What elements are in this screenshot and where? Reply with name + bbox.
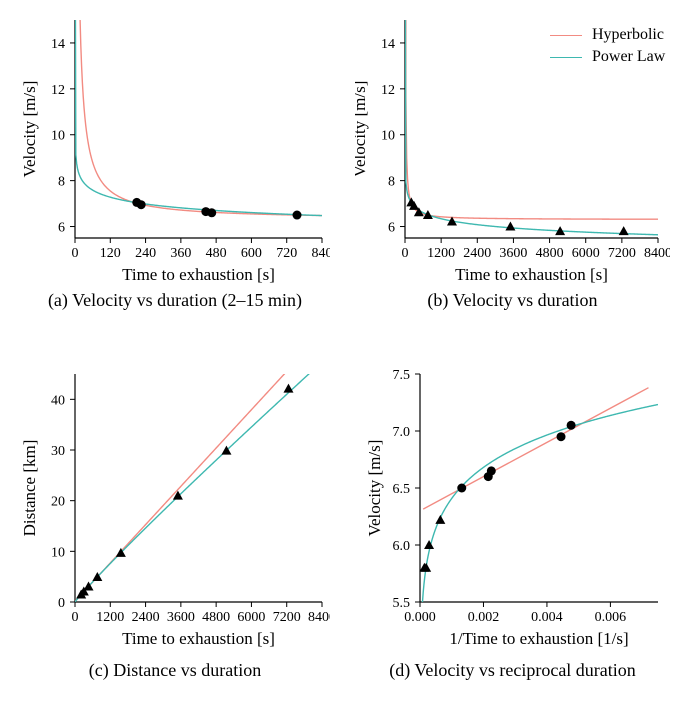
panel-c: 0 1200 2400 3600 4800 6000 7200 8400 0 10 20 30 40 Ti… bbox=[20, 360, 330, 680]
svg-text:8400: 8400 bbox=[308, 610, 330, 625]
svg-text:14: 14 bbox=[51, 37, 65, 52]
svg-text:Velocity [m/s]: Velocity [m/s] bbox=[20, 81, 39, 178]
svg-text:0: 0 bbox=[58, 596, 65, 611]
svg-text:480: 480 bbox=[206, 246, 227, 261]
svg-text:10: 10 bbox=[381, 129, 395, 144]
svg-text:120: 120 bbox=[100, 246, 121, 261]
svg-text:6000: 6000 bbox=[237, 610, 265, 625]
svg-text:0.004: 0.004 bbox=[531, 610, 563, 625]
svg-text:8: 8 bbox=[388, 175, 395, 190]
svg-text:0.000: 0.000 bbox=[404, 610, 436, 625]
svg-text:6.0: 6.0 bbox=[393, 539, 411, 554]
svg-text:0: 0 bbox=[72, 246, 79, 261]
svg-text:Velocity [m/s]: Velocity [m/s] bbox=[365, 440, 384, 537]
svg-text:360: 360 bbox=[170, 246, 191, 261]
svg-text:3600: 3600 bbox=[499, 246, 527, 261]
plot-c: 0 1200 2400 3600 4800 6000 7200 8400 0 10 20 30 40 Ti… bbox=[20, 360, 330, 680]
svg-text:600: 600 bbox=[241, 246, 262, 261]
svg-text:3600: 3600 bbox=[167, 610, 195, 625]
caption-b: (b) Velocity vs duration bbox=[355, 290, 670, 311]
svg-text:Time to exhaustion [s]: Time to exhaustion [s] bbox=[455, 265, 608, 284]
svg-text:7.5: 7.5 bbox=[393, 368, 411, 383]
svg-text:2400: 2400 bbox=[132, 610, 160, 625]
svg-text:20: 20 bbox=[51, 495, 65, 510]
svg-text:40: 40 bbox=[51, 393, 65, 408]
panel-b: 0 1200 2400 3600 4800 6000 7200 8400 6 8 10 12 14 Tim… bbox=[355, 10, 670, 310]
svg-text:10: 10 bbox=[51, 545, 65, 560]
svg-text:Distance [km]: Distance [km] bbox=[20, 440, 39, 537]
svg-text:4800: 4800 bbox=[202, 610, 230, 625]
caption-c: (c) Distance vs duration bbox=[20, 660, 330, 681]
svg-text:6: 6 bbox=[388, 221, 395, 236]
panel-d: 0.000 0.002 0.004 0.006 5.5 6.0 6.5 7.0 7.5 1/Tim… bbox=[355, 360, 670, 680]
svg-text:2400: 2400 bbox=[463, 246, 491, 261]
figure: HyperbolicPower Law 01202403604806007208… bbox=[0, 0, 685, 702]
panel-a: 0 120 240 360 480 600 720 840 6 8 10 12 14 Time to ex… bbox=[20, 10, 330, 310]
svg-text:1200: 1200 bbox=[427, 246, 455, 261]
svg-text:6.5: 6.5 bbox=[393, 482, 411, 497]
svg-text:8: 8 bbox=[58, 175, 65, 190]
svg-text:Time to exhaustion [s]: Time to exhaustion [s] bbox=[122, 265, 275, 284]
caption-d: (d) Velocity vs reciprocal duration bbox=[355, 660, 670, 681]
plot-b: 0 1200 2400 3600 4800 6000 7200 8400 6 8 10 12 14 Tim… bbox=[355, 10, 670, 310]
svg-text:12: 12 bbox=[381, 83, 395, 98]
svg-text:0.006: 0.006 bbox=[595, 610, 627, 625]
svg-text:0: 0 bbox=[402, 246, 409, 261]
svg-text:7200: 7200 bbox=[273, 610, 301, 625]
plot-d: 0.000 0.002 0.004 0.006 5.5 6.0 6.5 7.0 7.5 1/Tim… bbox=[355, 360, 670, 680]
svg-text:7200: 7200 bbox=[608, 246, 636, 261]
svg-text:Time to exhaustion [s]: Time to exhaustion [s] bbox=[122, 629, 275, 648]
plot-a: 0 120 240 360 480 600 720 840 6 8 10 12 14 Time to ex… bbox=[20, 10, 330, 310]
svg-text:8400: 8400 bbox=[644, 246, 670, 261]
svg-text:Velocity [m/s]: Velocity [m/s] bbox=[355, 81, 369, 178]
svg-text:240: 240 bbox=[135, 246, 156, 261]
svg-text:5.5: 5.5 bbox=[393, 596, 411, 611]
svg-text:1200: 1200 bbox=[96, 610, 124, 625]
svg-text:4800: 4800 bbox=[536, 246, 564, 261]
svg-text:840: 840 bbox=[312, 246, 331, 261]
svg-text:6: 6 bbox=[58, 221, 65, 236]
svg-text:12: 12 bbox=[51, 83, 65, 98]
svg-text:0: 0 bbox=[72, 610, 79, 625]
svg-text:6000: 6000 bbox=[572, 246, 600, 261]
svg-text:7.0: 7.0 bbox=[393, 425, 411, 440]
caption-a: (a) Velocity vs duration (2–15 min) bbox=[20, 290, 330, 311]
svg-text:14: 14 bbox=[381, 37, 395, 52]
svg-text:10: 10 bbox=[51, 129, 65, 144]
svg-text:30: 30 bbox=[51, 444, 65, 459]
svg-text:720: 720 bbox=[276, 246, 297, 261]
svg-text:1/Time to exhaustion [1/s]: 1/Time to exhaustion [1/s] bbox=[449, 629, 628, 648]
svg-text:0.002: 0.002 bbox=[468, 610, 500, 625]
